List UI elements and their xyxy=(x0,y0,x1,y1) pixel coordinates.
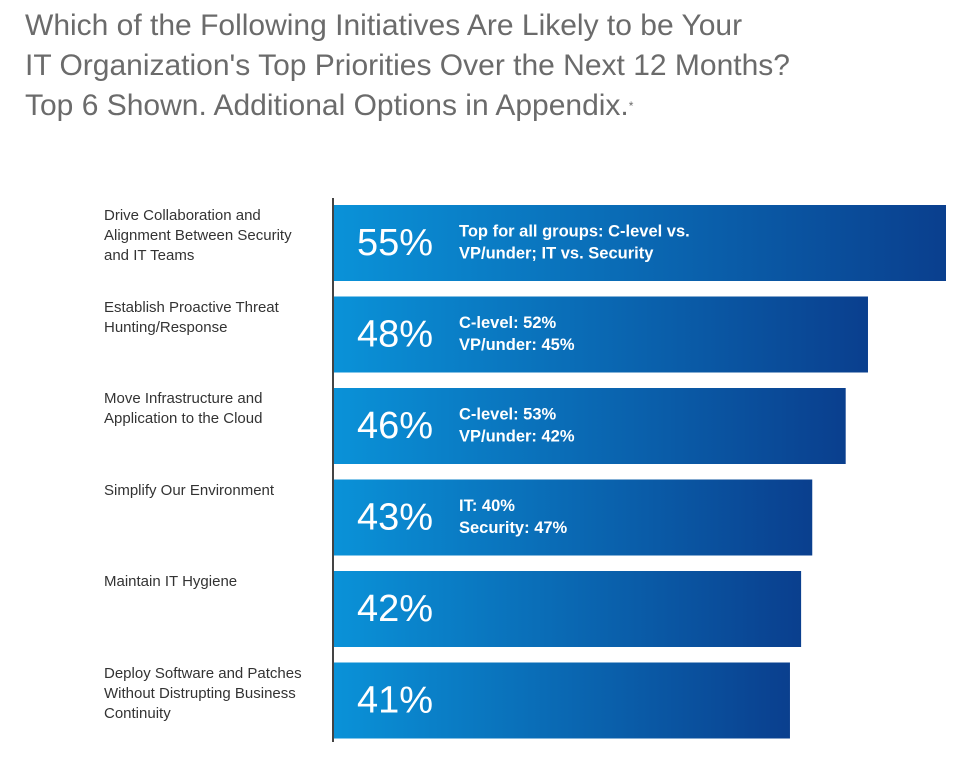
value-label: 42% xyxy=(357,588,433,630)
title-line: IT Organization's Top Priorities Over th… xyxy=(25,49,790,82)
title-mark: * xyxy=(628,99,634,113)
title-line: Which of the Following Initiatives Are L… xyxy=(25,9,743,42)
annotation: VP/under: 45% xyxy=(459,336,575,354)
value-label: 43% xyxy=(357,497,433,539)
bar xyxy=(334,388,846,464)
bar xyxy=(334,479,813,556)
category-label: Drive Collaboration and Alignment Betwee… xyxy=(104,207,292,264)
title-line: Top 6 Shown. Additional Options in Appen… xyxy=(25,89,629,122)
annotation: C-level: 52% xyxy=(459,314,557,332)
category-label: Deploy Software and Patches Without Dist… xyxy=(104,664,302,722)
annotation: IT: 40% xyxy=(459,497,515,515)
category-label: Simplify Our Environment xyxy=(104,481,275,499)
value-label: 46% xyxy=(357,405,433,447)
value-label: 55% xyxy=(357,222,433,264)
category-label: Establish Proactive Threat Hunting/Respo… xyxy=(104,298,279,336)
bar xyxy=(334,296,868,373)
bar xyxy=(334,662,790,739)
chart-title: Which of the Following Initiatives Are L… xyxy=(25,6,790,126)
annotation: VP/under; IT vs. Security xyxy=(459,244,654,262)
category-label: Maintain IT Hygiene xyxy=(104,573,238,590)
annotation: VP/under: 42% xyxy=(459,427,575,445)
annotation: Top for all groups: C-level vs. xyxy=(459,222,690,240)
value-label: 48% xyxy=(357,314,433,356)
value-label: 41% xyxy=(357,680,433,722)
bar xyxy=(334,205,946,281)
annotation: Security: 47% xyxy=(459,519,568,537)
annotation: C-level: 53% xyxy=(459,405,557,423)
bar xyxy=(334,571,802,647)
category-label: Move Infrastructure and Application to t… xyxy=(104,390,263,427)
